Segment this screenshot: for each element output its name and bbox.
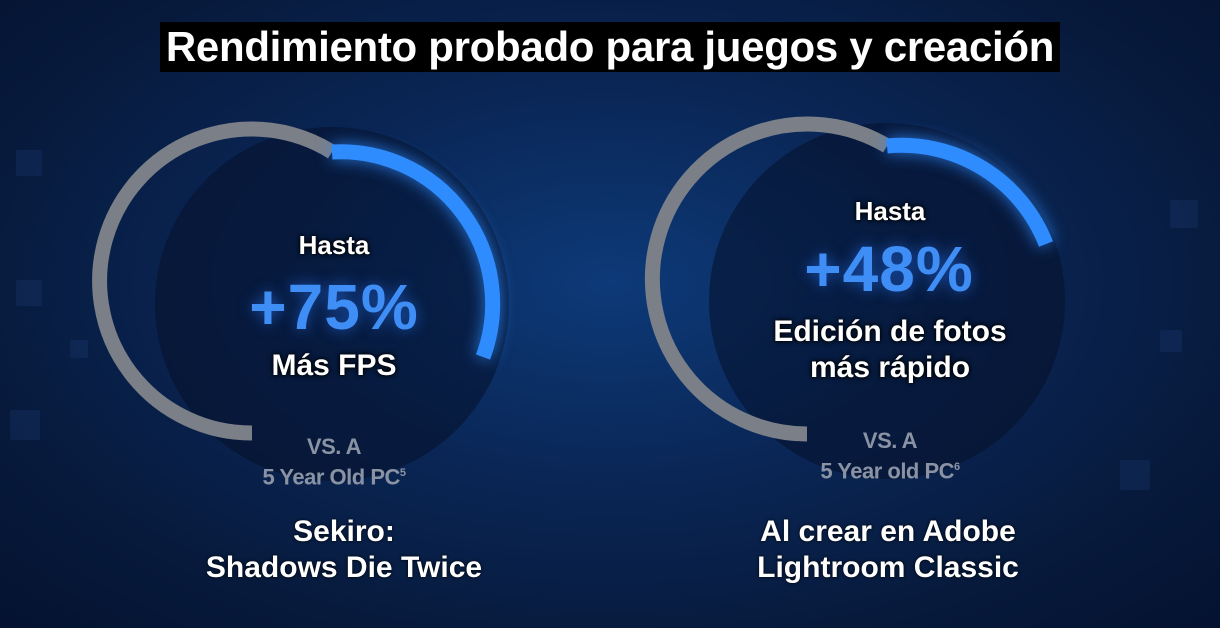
gauge-hasta-label: Hasta bbox=[298, 230, 370, 260]
background-square bbox=[10, 410, 40, 440]
footnote-marker: 6 bbox=[954, 461, 960, 473]
gauge-value: +48% bbox=[804, 233, 974, 305]
gauge-subtitle: Más FPS bbox=[271, 349, 397, 382]
vs-comparison-text: 5 Year Old PC bbox=[262, 464, 400, 490]
vs-comparison: 5 Year old PC6 bbox=[770, 454, 1010, 484]
gauge-track-arc bbox=[92, 121, 336, 441]
gauge-shadow bbox=[709, 123, 1065, 479]
gauge-caption-line2: Shadows Die Twice bbox=[205, 551, 483, 584]
title-container: Rendimiento probado para juegos y creaci… bbox=[0, 22, 1220, 72]
gauge-caption-line1: Sekiro: bbox=[293, 515, 395, 548]
gauge-photo-editing bbox=[644, 116, 1074, 488]
background-square bbox=[1170, 200, 1198, 228]
vs-comparison: 5 Year Old PC5 bbox=[214, 460, 454, 490]
vs-comparison-text: 5 Year old PC bbox=[820, 458, 955, 484]
gauge-value: +75% bbox=[249, 271, 419, 343]
gauge-ring bbox=[644, 116, 1065, 479]
background-square bbox=[16, 280, 42, 306]
gauge-caption-line1: Al crear en Adobe bbox=[760, 515, 1016, 548]
footnote-marker: 5 bbox=[399, 467, 406, 479]
gauge-fps bbox=[92, 121, 520, 492]
gauge-shadow bbox=[155, 127, 509, 481]
background-square bbox=[16, 150, 42, 176]
gauge-hasta-label: Hasta bbox=[854, 196, 926, 226]
gauge-track-arc bbox=[644, 116, 891, 442]
gauge-progress-arc bbox=[331, 144, 501, 360]
vs-label: VS. A bbox=[862, 428, 918, 453]
gauge-ring bbox=[92, 121, 509, 481]
gauge-subtitle-line2: más rápido bbox=[809, 351, 971, 384]
gauge-caption-line2: Lightroom Classic bbox=[757, 551, 1019, 584]
page-title: Rendimiento probado para juegos y creaci… bbox=[159, 22, 1061, 72]
vs-label: VS. A bbox=[306, 434, 362, 459]
background-square bbox=[70, 340, 88, 358]
background-square bbox=[1120, 460, 1150, 490]
background-square bbox=[1160, 330, 1182, 352]
gauge-progress-arc bbox=[886, 137, 1053, 247]
gauge-subtitle-line1: Edición de fotos bbox=[773, 315, 1007, 348]
